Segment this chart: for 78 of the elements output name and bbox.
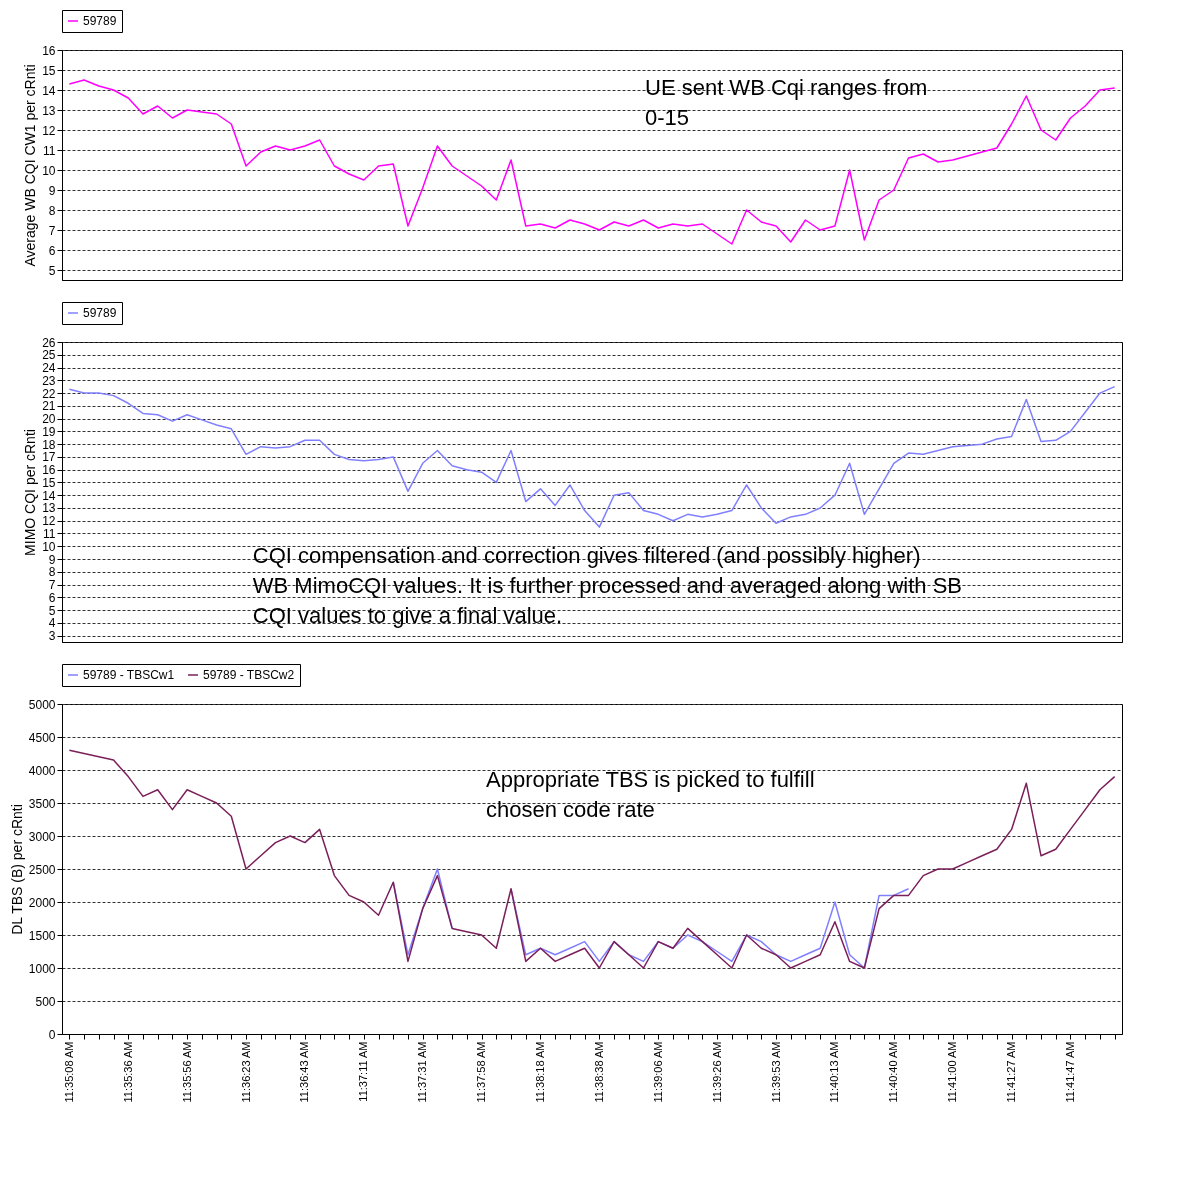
legend-label: 59789	[83, 14, 117, 28]
y-tick-label: 5	[48, 603, 56, 618]
y-tick-label: 3000	[28, 829, 56, 844]
legend-label: 59789	[83, 306, 117, 320]
y-tick-label: 15	[42, 475, 56, 490]
y-tick-label: 9	[48, 552, 56, 567]
x-tick-label: 11:36:23 AM	[239, 1041, 252, 1103]
y-tick-label: 18	[42, 437, 56, 452]
x-tick-label: 11:40:40 AM	[887, 1041, 900, 1103]
y-tick-label: 4000	[28, 763, 56, 778]
line-series	[68, 79, 1116, 245]
y-tick-label: 26	[42, 335, 56, 350]
legend-label: 59789 - TBSCw1	[83, 668, 175, 682]
y-tick-label: 7	[48, 223, 56, 238]
x-tick-label: 11:39:26 AM	[710, 1041, 723, 1103]
x-tick-label: 11:35:36 AM	[121, 1041, 134, 1103]
legend-label: 59789 - TBSCw2	[203, 668, 295, 682]
annotation: CQI compensation and correction gives filtered (and possibly higher) WB MimoCQI values. It is further processed and averaged along with SB CQI values to give a final value.	[252, 543, 963, 628]
y-axis-title: DL TBS (B) per cRnti	[8, 804, 25, 935]
annotation: UE sent WB Cqi ranges from 0-15	[645, 74, 928, 130]
y-tick-label: 6	[48, 243, 56, 258]
y-tick-label: 19	[42, 424, 56, 439]
y-tick-label: 24	[42, 361, 56, 376]
x-tick-label: 11:37:31 AM	[416, 1041, 429, 1103]
y-tick-label: 12	[42, 123, 56, 138]
x-tick-label: 11:41:00 AM	[946, 1041, 959, 1103]
line-series	[68, 385, 1116, 528]
y-tick-label: 3500	[28, 796, 56, 811]
y-axis-title: Average WB CQI CW1 per cRnti	[22, 64, 39, 267]
y-tick-label: 16	[42, 463, 56, 478]
y-tick-label: 21	[42, 399, 56, 414]
x-tick-label: 11:37:58 AM	[475, 1041, 488, 1103]
y-tick-label: 20	[42, 412, 56, 427]
y-tick-label: 4500	[28, 730, 56, 745]
y-tick-label: 23	[42, 373, 56, 388]
y-tick-label: 14	[42, 488, 56, 503]
x-tick-label: 11:40:13 AM	[828, 1041, 841, 1103]
x-tick-label: 11:39:53 AM	[769, 1041, 782, 1103]
y-tick-label: 6	[48, 590, 56, 605]
y-tick-label: 5	[48, 263, 56, 278]
y-tick-label: 16	[42, 43, 56, 58]
y-tick-label: 3	[48, 629, 56, 644]
y-axis-title: MIMO CQI per cRnti	[22, 429, 39, 556]
y-tick-label: 13	[42, 103, 56, 118]
x-tick-label: 11:41:47 AM	[1063, 1041, 1076, 1103]
y-tick-label: 0	[48, 1027, 56, 1042]
y-tick-label: 17	[42, 450, 56, 465]
y-tick-label: 12	[42, 514, 56, 529]
y-tick-label: 25	[42, 348, 56, 363]
y-tick-label: 14	[42, 83, 56, 98]
y-tick-label: 10	[42, 163, 56, 178]
y-tick-label: 10	[42, 539, 56, 554]
y-tick-label: 500	[35, 994, 56, 1009]
x-tick-label: 11:38:18 AM	[533, 1041, 546, 1103]
y-tick-label: 1500	[28, 928, 56, 943]
y-tick-label: 2500	[28, 862, 56, 877]
y-tick-label: 9	[48, 183, 56, 198]
y-tick-label: 5000	[28, 697, 56, 712]
annotation: Appropriate TBS is picked to fulfill chosen code rate	[486, 767, 815, 822]
y-tick-label: 11	[43, 143, 56, 158]
y-tick-label: 8	[48, 203, 56, 218]
x-tick-label: 11:36:43 AM	[298, 1041, 311, 1103]
x-tick-label: 11:37:11 AM	[357, 1041, 370, 1102]
y-tick-label: 8	[48, 565, 56, 580]
x-tick-label: 11:35:08 AM	[62, 1041, 75, 1103]
line-series	[68, 749, 1116, 969]
y-tick-label: 1000	[28, 961, 56, 976]
x-tick-label: 11:35:56 AM	[180, 1041, 193, 1103]
y-tick-label: 7	[48, 578, 56, 593]
y-tick-label: 11	[43, 526, 56, 541]
x-tick-label: 11:41:27 AM	[1005, 1041, 1018, 1103]
y-tick-label: 4	[48, 616, 56, 631]
y-tick-label: 15	[42, 63, 56, 78]
y-tick-label: 13	[42, 501, 56, 516]
y-tick-label: 2000	[28, 895, 56, 910]
x-tick-label: 11:39:06 AM	[651, 1041, 664, 1103]
x-tick-label: 11:38:38 AM	[592, 1041, 605, 1103]
y-tick-label: 22	[42, 386, 56, 401]
